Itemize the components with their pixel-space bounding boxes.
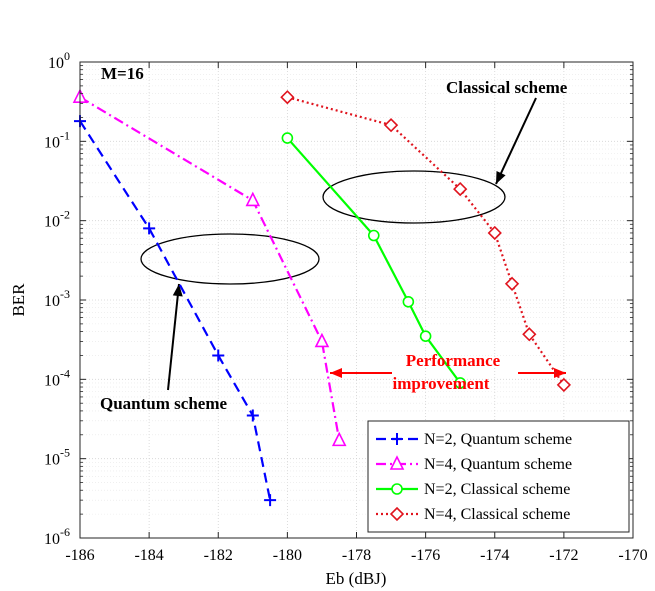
quantum-ellipse bbox=[140, 233, 320, 285]
x-tick-label: -184 bbox=[134, 547, 163, 564]
x-tick-label: -182 bbox=[204, 547, 233, 564]
x-tick-label: -176 bbox=[411, 547, 440, 564]
classical-scheme-label: Classical scheme bbox=[446, 78, 568, 97]
performance-arrow-right bbox=[518, 368, 566, 378]
performance-label-line1: Performance bbox=[406, 351, 501, 370]
data-point bbox=[281, 132, 294, 144]
series-layer bbox=[72, 88, 572, 507]
ticks bbox=[79, 61, 634, 539]
legend-marker bbox=[389, 455, 405, 470]
y-tick-label: 10-3 bbox=[44, 287, 70, 310]
tick-labels: -186 -184 -182 -180 -178 -176 -174 -172 -170 100 1… bbox=[44, 49, 648, 564]
data-point bbox=[453, 181, 468, 197]
data-point bbox=[143, 222, 156, 235]
y-tick-label: 100 bbox=[48, 49, 70, 72]
performance-arrow-left bbox=[330, 368, 392, 378]
m-label: M=16 bbox=[101, 64, 144, 83]
y-tick-label: 10-1 bbox=[44, 128, 70, 151]
data-point bbox=[331, 431, 347, 447]
series-4 bbox=[280, 90, 572, 393]
performance-label-line2: improvement bbox=[393, 374, 490, 393]
quantum-arrow bbox=[167, 283, 183, 391]
series-line bbox=[79, 96, 341, 441]
y-axis-label: BER bbox=[9, 283, 28, 317]
x-tick-label: -172 bbox=[549, 547, 578, 564]
legend-marker bbox=[389, 506, 405, 522]
legend-marker bbox=[391, 483, 403, 495]
classical-ellipse bbox=[322, 170, 506, 224]
legend-label: N=4, Quantum scheme bbox=[424, 456, 572, 473]
data-point bbox=[556, 377, 572, 393]
data-point bbox=[419, 330, 432, 342]
y-tick-label: 10-2 bbox=[44, 208, 70, 231]
x-axis-label: Eb (dBJ) bbox=[326, 569, 387, 588]
data-point bbox=[246, 409, 259, 422]
legend-label: N=2, Classical scheme bbox=[424, 481, 570, 498]
series-2 bbox=[72, 88, 347, 447]
legend-item: N=4, Quantum scheme bbox=[376, 455, 572, 473]
legend-item: N=2, Quantum scheme bbox=[376, 431, 572, 448]
quantum-scheme-label: Quantum scheme bbox=[100, 394, 227, 413]
data-point bbox=[487, 225, 502, 241]
annotation-shapes bbox=[140, 97, 566, 391]
x-tick-label: -186 bbox=[65, 547, 94, 564]
data-point bbox=[367, 229, 380, 242]
x-tick-label: -178 bbox=[342, 547, 371, 564]
data-point bbox=[402, 295, 415, 308]
data-point bbox=[504, 276, 520, 291]
y-tick-label: 10-4 bbox=[44, 366, 70, 389]
legend-item: N=2, Classical scheme bbox=[376, 481, 570, 498]
legend-label: N=4, Classical scheme bbox=[424, 506, 570, 523]
legend-item: N=4, Classical scheme bbox=[376, 506, 570, 523]
data-point bbox=[280, 90, 295, 105]
x-tick-label: -180 bbox=[273, 547, 302, 564]
classical-arrow bbox=[495, 97, 537, 185]
y-tick-label: 10-6 bbox=[44, 525, 70, 548]
x-tick-label: -170 bbox=[618, 547, 647, 564]
data-point bbox=[212, 349, 225, 362]
legend: N=2, Quantum scheme N=4, Quantum scheme N=… bbox=[367, 420, 630, 533]
data-point bbox=[314, 332, 330, 348]
x-tick-label: -174 bbox=[480, 547, 509, 564]
legend-label: N=2, Quantum scheme bbox=[424, 431, 572, 448]
legend-marker bbox=[391, 433, 403, 445]
grid bbox=[79, 61, 634, 539]
series-3 bbox=[281, 132, 466, 389]
data-point bbox=[522, 327, 537, 342]
data-point bbox=[264, 494, 277, 507]
data-point bbox=[383, 118, 399, 133]
data-point bbox=[454, 377, 466, 389]
y-tick-label: 10-5 bbox=[44, 446, 70, 469]
data-point bbox=[245, 191, 261, 207]
